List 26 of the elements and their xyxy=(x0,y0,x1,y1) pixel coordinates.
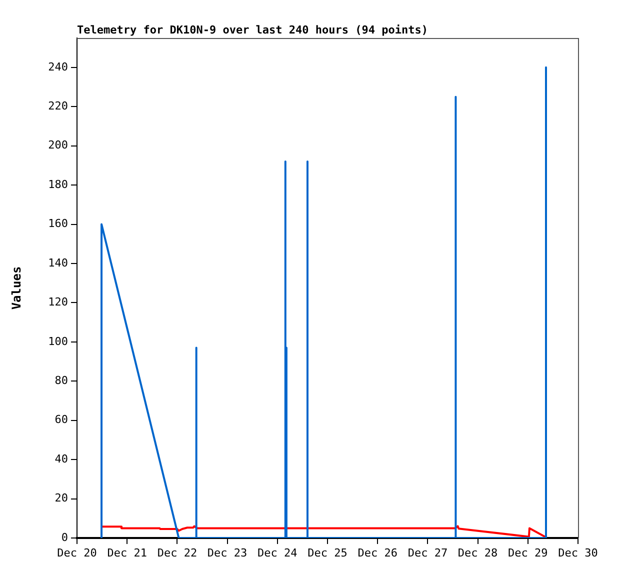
y-axis-title: Values xyxy=(9,266,24,310)
y-tick-label: 100 xyxy=(48,334,68,348)
y-tick-label: 40 xyxy=(54,452,68,466)
x-tick-label: Dec 27 xyxy=(408,546,448,560)
x-tick-label: Dec 25 xyxy=(308,546,348,560)
chart-title: Telemetry for DK10N-9 over last 240 hours (94 points) xyxy=(77,23,428,36)
y-tick-label: 180 xyxy=(48,178,68,191)
y-tick-label: 240 xyxy=(48,60,68,74)
y-tick-label: 120 xyxy=(48,296,68,309)
y-tick-label: 0 xyxy=(61,530,68,544)
x-tick-label: Dec 22 xyxy=(157,546,198,560)
y-tick-label: 200 xyxy=(48,138,68,152)
y-tick-label: 60 xyxy=(54,413,68,426)
y-tick-label: 220 xyxy=(48,99,68,112)
x-tick-label: Dec 24 xyxy=(258,546,298,560)
y-tick-label: 140 xyxy=(48,256,68,270)
x-tick-label: Dec 26 xyxy=(358,546,398,560)
x-tick-label: Dec 30 xyxy=(558,546,598,560)
x-tick-label: Dec 28 xyxy=(458,546,498,560)
x-tick-label: Dec 21 xyxy=(107,546,147,560)
x-tick-label: Dec 20 xyxy=(57,546,97,560)
y-tick-label: 80 xyxy=(54,374,68,387)
x-tick-label: Dec 29 xyxy=(508,546,548,560)
y-tick-label: 160 xyxy=(48,217,68,230)
y-tick-label: 20 xyxy=(54,492,68,505)
x-tick-label: Dec 23 xyxy=(207,546,248,560)
